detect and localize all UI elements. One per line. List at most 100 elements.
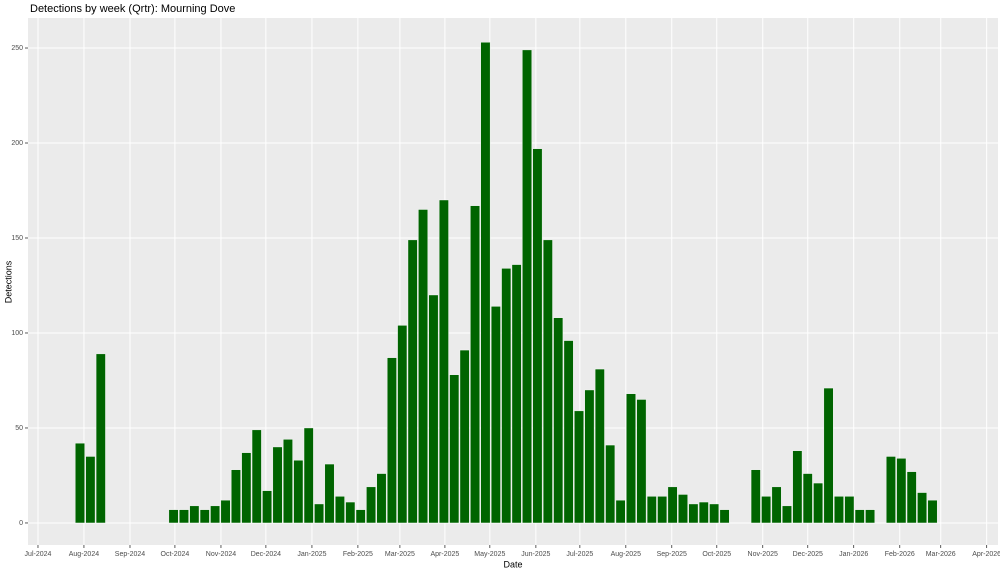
bar [438, 199, 449, 524]
bar [553, 317, 564, 524]
bar [95, 353, 106, 524]
bar [823, 387, 834, 524]
bar [563, 340, 574, 524]
bar [886, 456, 896, 524]
bar [470, 205, 480, 524]
bar [719, 509, 730, 524]
bar [75, 442, 85, 524]
bar [376, 473, 387, 524]
y-tick-label: 0 [19, 520, 23, 527]
bar [366, 486, 376, 524]
bar [688, 503, 699, 524]
bar [709, 503, 720, 524]
y-tick-label: 50 [15, 425, 23, 432]
bar [615, 499, 626, 524]
bar [199, 509, 210, 524]
y-tick-label: 250 [11, 45, 23, 52]
x-tick-label: Oct-2024 [161, 551, 190, 558]
x-tick-label: Aug-2025 [611, 551, 641, 558]
bar [574, 410, 584, 524]
bar [324, 463, 335, 524]
x-tick-label: Mar-2026 [926, 551, 956, 558]
bar [626, 393, 636, 524]
bar [511, 264, 522, 524]
bar [241, 452, 252, 524]
y-axis-title: Detections [3, 260, 13, 303]
x-tick-label: Mar-2025 [385, 551, 415, 558]
x-tick-label: Jul-2024 [25, 551, 52, 558]
bar [522, 49, 532, 524]
x-tick-label: Feb-2026 [885, 551, 915, 558]
bar [428, 294, 439, 524]
x-tick-label: Jul-2025 [566, 551, 593, 558]
bar [283, 439, 293, 524]
bar [917, 492, 927, 524]
x-tick-label: May-2025 [474, 551, 505, 558]
bar [210, 505, 221, 524]
bar [459, 349, 470, 524]
bar [490, 306, 501, 524]
bar [834, 496, 844, 524]
bar [865, 509, 876, 524]
bar [927, 499, 938, 524]
bar [293, 460, 304, 524]
bar [387, 357, 397, 524]
bar [220, 499, 231, 524]
x-tick-label: Feb-2025 [343, 551, 373, 558]
bar [262, 490, 272, 524]
x-axis-title: Date [503, 559, 522, 569]
bar [314, 503, 324, 524]
bar [532, 148, 543, 524]
bar [896, 458, 907, 524]
bar [646, 496, 657, 524]
bar [231, 469, 241, 524]
x-tick-label: Sep-2024 [115, 551, 145, 558]
bar [480, 42, 491, 524]
bar [542, 239, 553, 524]
bar [678, 494, 688, 524]
chart-title: Detections by week (Qrtr): Mourning Dove [30, 3, 235, 15]
bar [782, 505, 792, 524]
bar [407, 239, 418, 524]
bar [854, 509, 865, 524]
bar [251, 429, 262, 524]
x-tick-label: Sep-2025 [657, 551, 687, 558]
bar [189, 505, 200, 524]
bar [355, 509, 366, 524]
bar [449, 374, 460, 524]
bar [501, 268, 512, 524]
bar [303, 427, 314, 524]
x-tick-label: Nov-2024 [206, 551, 236, 558]
bar [844, 496, 855, 524]
y-tick-label: 200 [11, 140, 23, 147]
x-tick-label: Apr-2026 [972, 551, 1000, 558]
bar [85, 456, 96, 524]
bar [667, 486, 678, 524]
bar [761, 496, 772, 524]
bar [906, 471, 917, 524]
bar [272, 446, 283, 524]
x-tick-label: Apr-2025 [431, 551, 460, 558]
x-tick-label: Aug-2024 [69, 551, 99, 558]
bar [584, 389, 595, 524]
bar [657, 496, 668, 524]
bar [750, 469, 761, 524]
x-tick-label: Dec-2024 [251, 551, 281, 558]
x-tick-label: Jan-2026 [839, 551, 868, 558]
bar [168, 509, 179, 524]
bar [792, 450, 803, 524]
bar [813, 482, 824, 524]
x-tick-label: Jan-2025 [297, 551, 326, 558]
bar [698, 501, 709, 524]
bar [771, 486, 782, 524]
x-tick-label: Dec-2025 [793, 551, 823, 558]
y-tick-label: 100 [11, 330, 23, 337]
bar [605, 444, 616, 524]
x-tick-label: Oct-2025 [702, 551, 731, 558]
bar [335, 496, 345, 524]
bar [636, 399, 647, 524]
x-tick-label: Nov-2025 [748, 551, 778, 558]
bar [418, 209, 428, 524]
bar [345, 501, 356, 524]
